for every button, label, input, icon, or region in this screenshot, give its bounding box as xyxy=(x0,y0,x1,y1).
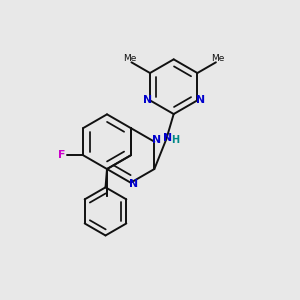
Text: F: F xyxy=(58,150,65,160)
Text: Me: Me xyxy=(123,54,137,63)
Text: H: H xyxy=(171,135,179,145)
Text: N: N xyxy=(152,135,161,145)
Text: N: N xyxy=(196,95,205,105)
Text: N: N xyxy=(129,179,138,189)
Text: N: N xyxy=(143,95,152,105)
Text: Me: Me xyxy=(211,54,224,63)
Text: N: N xyxy=(163,134,172,143)
